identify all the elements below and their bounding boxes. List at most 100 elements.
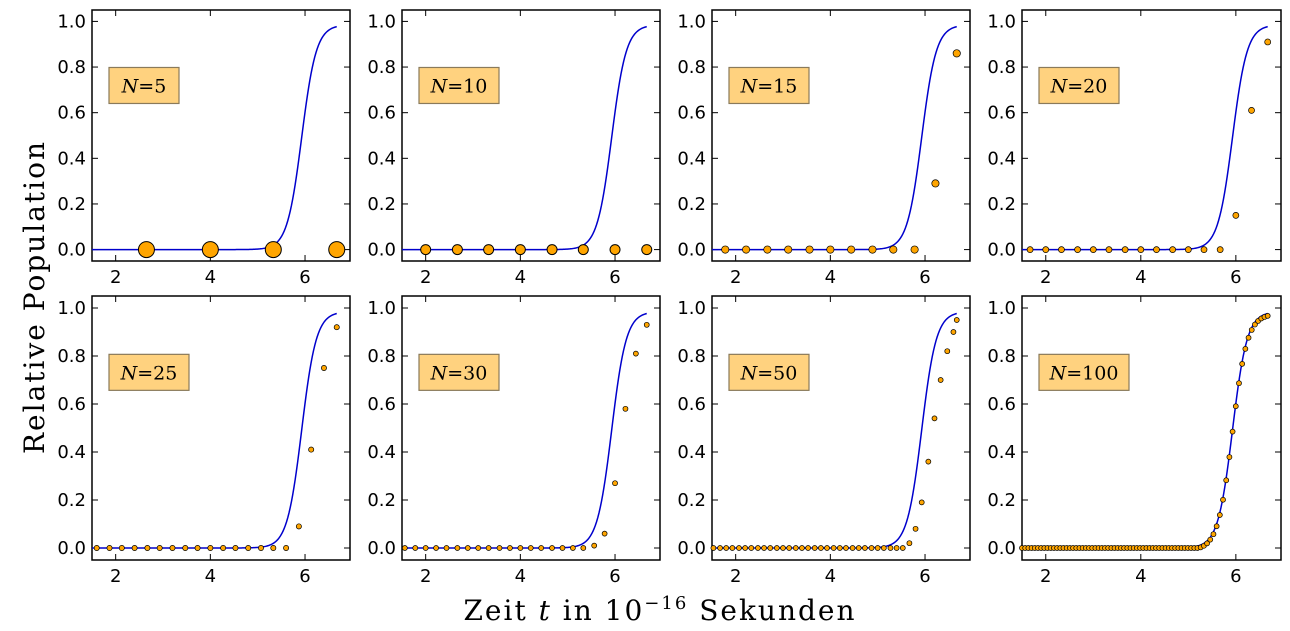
x-tick-label: 6 [299, 267, 310, 288]
data-point [767, 545, 774, 551]
data-point [950, 329, 957, 335]
data-point [333, 324, 340, 331]
data-point [805, 245, 814, 254]
x-tick-label: 4 [1135, 566, 1146, 587]
data-point [780, 545, 786, 551]
x-tick-label: 2 [420, 566, 431, 587]
data-point [931, 179, 940, 188]
y-tick-label: 0.2 [987, 490, 1016, 511]
data-point [918, 499, 925, 506]
data-point [1232, 403, 1239, 410]
n-label-value: =50 [757, 362, 797, 384]
y-axis-label: Relative Population [18, 140, 51, 454]
data-point [420, 244, 432, 256]
n-label: N=100 [1049, 362, 1119, 384]
n-label-symbol: N [120, 362, 139, 384]
y-tick-label: 0.0 [57, 538, 86, 559]
data-point [207, 545, 214, 551]
y-tick-label: 0.2 [677, 490, 706, 511]
data-point [868, 245, 877, 254]
y-tick-label: 0.8 [57, 57, 86, 78]
data-point [131, 545, 138, 551]
data-point [507, 545, 513, 551]
data-point [843, 545, 849, 551]
y-tick-label: 1.0 [677, 11, 706, 32]
n-label-box [728, 353, 810, 391]
data-point [475, 545, 482, 551]
data-point [1229, 428, 1236, 435]
data-point [1248, 107, 1255, 114]
data-point [443, 545, 450, 551]
data-point [1169, 246, 1176, 253]
data-point [182, 545, 189, 551]
data-point [118, 545, 125, 551]
x-tick-label: 6 [1230, 267, 1241, 288]
n-label-symbol: N [1050, 75, 1069, 97]
y-tick-label: 0.6 [57, 394, 86, 415]
data-point [1245, 334, 1252, 341]
n-label-symbol: N [430, 362, 449, 384]
n-label: N=50 [740, 362, 798, 384]
data-point [849, 545, 856, 551]
data-point [1216, 246, 1224, 253]
plot-area [91, 295, 351, 561]
data-point [295, 523, 302, 530]
data-point [1248, 327, 1255, 333]
data-point [633, 350, 639, 357]
y-tick-label: 0.4 [677, 442, 706, 463]
x-tick-label: 4 [205, 267, 216, 288]
y-tick-label: 0.0 [987, 240, 1016, 261]
data-point [601, 530, 608, 537]
data-point [1121, 246, 1129, 253]
data-point [893, 545, 900, 551]
data-point [412, 545, 419, 551]
y-tick-label: 0.2 [57, 490, 86, 511]
x-axis-label-suffix: Sekunden [688, 594, 856, 627]
y-tick-label: 0.8 [677, 346, 706, 367]
n-label-symbol: N [430, 75, 449, 97]
data-point [422, 545, 429, 551]
y-tick-label: 0.2 [677, 194, 706, 215]
data-point [1239, 361, 1246, 367]
data-point [401, 545, 408, 551]
data-point [1089, 246, 1097, 253]
data-point [862, 545, 868, 551]
x-tick-label: 6 [919, 566, 930, 587]
data-point [321, 365, 327, 371]
data-point [137, 241, 155, 259]
data-point [643, 321, 650, 328]
y-tick-label: 0.0 [367, 538, 396, 559]
data-point [1074, 246, 1081, 253]
y-tick-label: 0.2 [57, 194, 86, 215]
x-tick-label: 6 [609, 267, 620, 288]
y-tick-label: 0.8 [987, 346, 1016, 367]
data-point [826, 245, 835, 254]
data-point [514, 244, 526, 256]
data-point [264, 241, 282, 259]
data-point [1223, 477, 1230, 484]
y-tick-label: 1.0 [987, 298, 1016, 319]
data-point [283, 545, 290, 551]
data-point [799, 545, 805, 551]
data-point [144, 545, 151, 551]
data-point [1213, 523, 1220, 530]
y-tick-label: 0.8 [677, 57, 706, 78]
data-point [609, 244, 621, 256]
data-point [717, 545, 723, 551]
data-point [546, 244, 558, 256]
data-point [755, 545, 761, 551]
n-label-box [418, 353, 500, 391]
data-point [1236, 380, 1242, 387]
x-tick-label: 2 [420, 267, 431, 288]
data-point [847, 245, 856, 254]
y-tick-label: 0.6 [57, 103, 86, 124]
x-axis-label-var: t [539, 594, 552, 627]
data-point [912, 525, 919, 532]
data-point [549, 545, 555, 551]
data-point [517, 545, 524, 551]
data-point [786, 545, 793, 551]
data-point [577, 244, 589, 256]
data-point [232, 545, 239, 551]
n-label-value: =100 [1066, 362, 1118, 384]
data-point [106, 545, 113, 551]
